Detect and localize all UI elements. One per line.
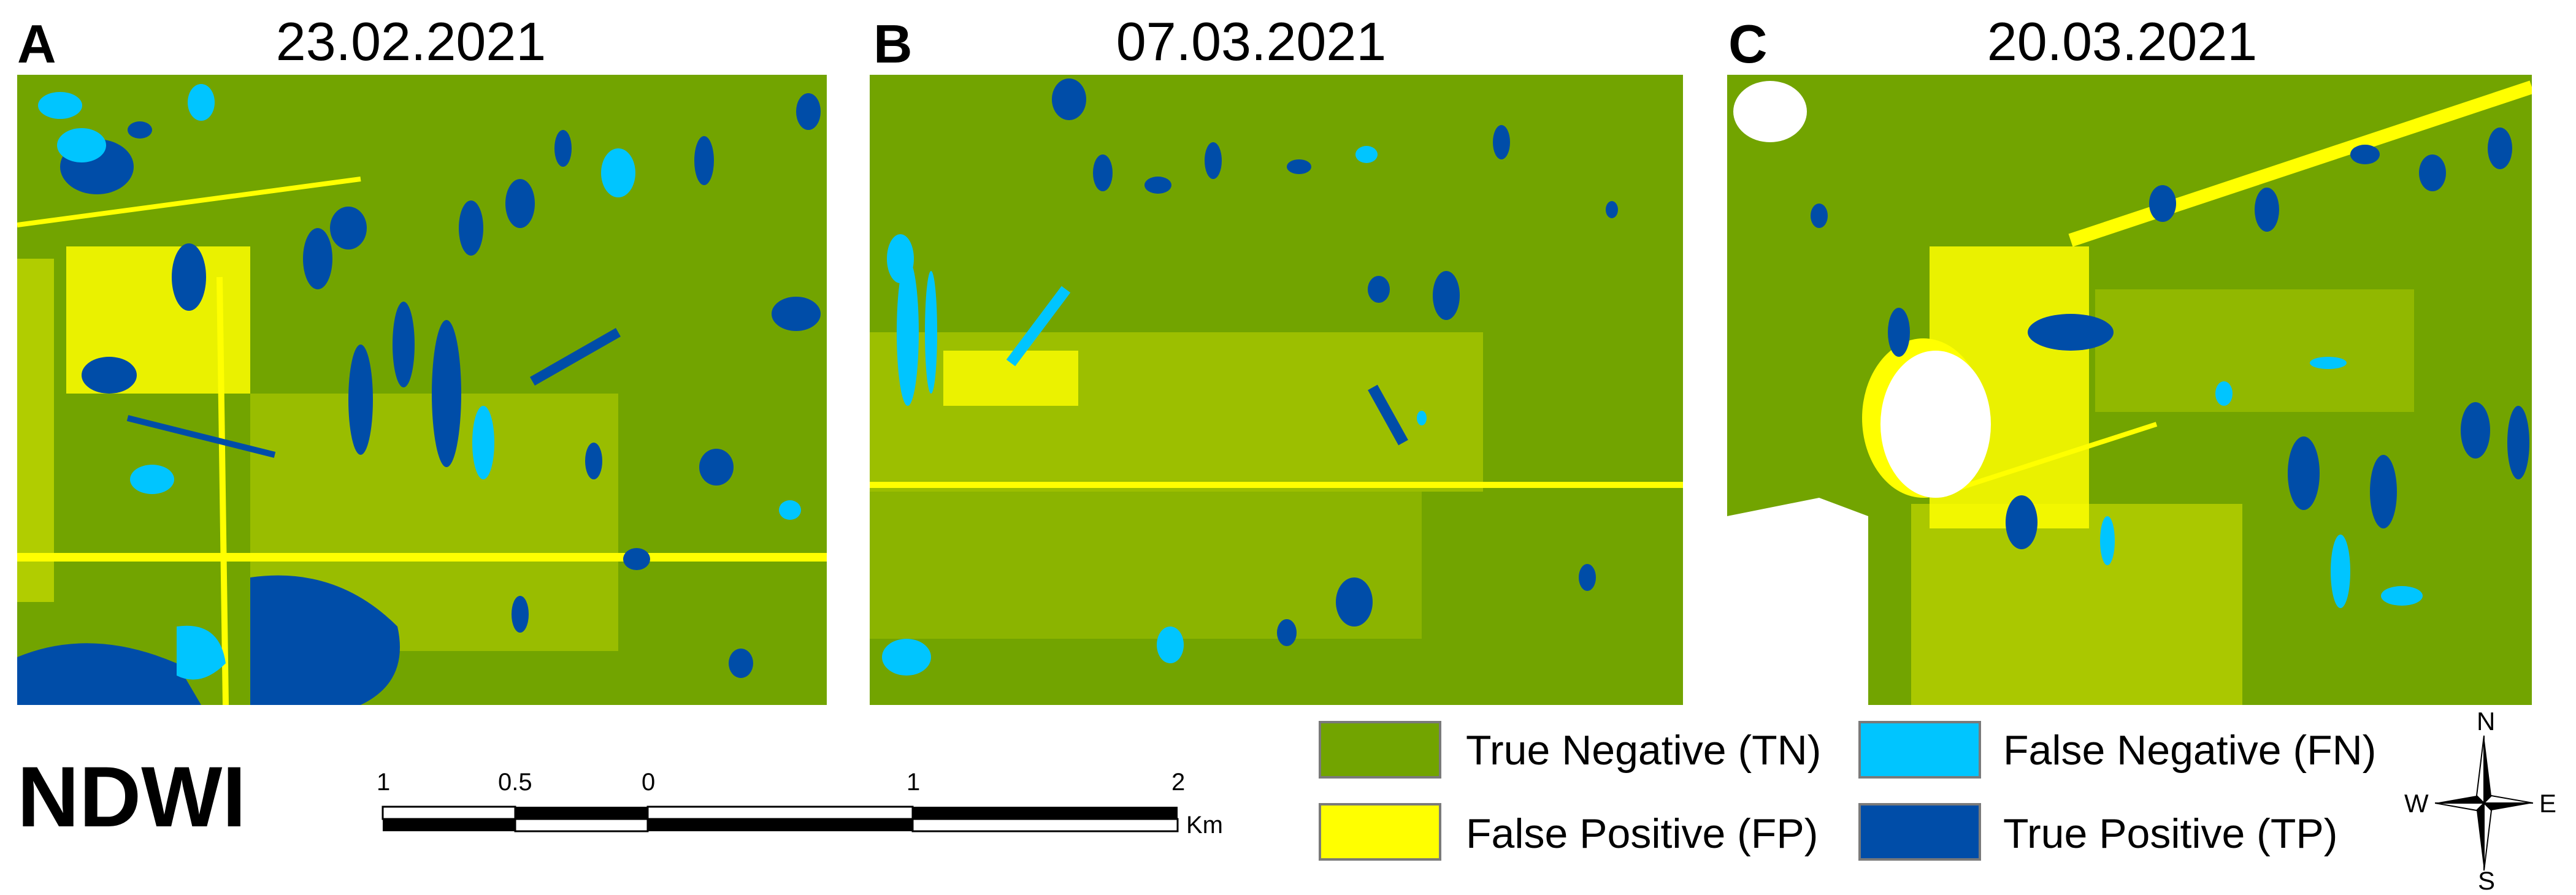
panel-a-letter: A xyxy=(17,13,56,74)
compass-rose-icon xyxy=(2434,735,2534,871)
compass-north: N xyxy=(2477,707,2496,736)
scale-tick-label: 2 xyxy=(1171,769,1186,796)
legend-swatch-tp xyxy=(1858,803,1981,861)
map-panel-b xyxy=(870,75,1683,705)
panel-a-date: 23.02.2021 xyxy=(275,11,546,72)
scale-bar-graphic xyxy=(381,806,1179,832)
compass-west: W xyxy=(2404,789,2429,818)
scale-unit: Km xyxy=(1186,812,1223,839)
panel-c-letter: C xyxy=(1728,13,1768,74)
classification-map-a xyxy=(17,75,827,705)
scale-tick-label: 1 xyxy=(377,769,391,796)
scale-tick-label: 0.5 xyxy=(498,769,532,796)
legend-swatch-fn xyxy=(1858,721,1981,779)
legend-label-fp: False Positive (FP) xyxy=(1466,810,1819,857)
legend-label-tn: True Negative (TN) xyxy=(1466,727,1822,774)
index-label: NDWI xyxy=(17,748,247,845)
classification-map-c xyxy=(1727,75,2532,705)
legend-swatch-tn xyxy=(1319,721,1441,779)
map-panel-c xyxy=(1727,75,2532,705)
map-panel-a xyxy=(17,75,827,705)
scale-tick-label: 0 xyxy=(642,769,656,796)
compass-south: S xyxy=(2478,866,2496,895)
north-arrow-icon xyxy=(2434,729,2534,877)
legend-label-fn: False Negative (FN) xyxy=(2003,727,2377,774)
scale-bar xyxy=(381,806,1179,836)
legend-swatch-fp xyxy=(1319,803,1441,861)
scale-tick-label: 1 xyxy=(907,769,921,796)
compass-east: E xyxy=(2539,789,2557,818)
classification-map-b xyxy=(870,75,1683,705)
panel-c-date: 20.03.2021 xyxy=(1987,11,2258,72)
panel-b-date: 07.03.2021 xyxy=(1116,11,1387,72)
legend-label-tp: True Positive (TP) xyxy=(2003,810,2338,857)
panel-b-letter: B xyxy=(873,13,913,74)
